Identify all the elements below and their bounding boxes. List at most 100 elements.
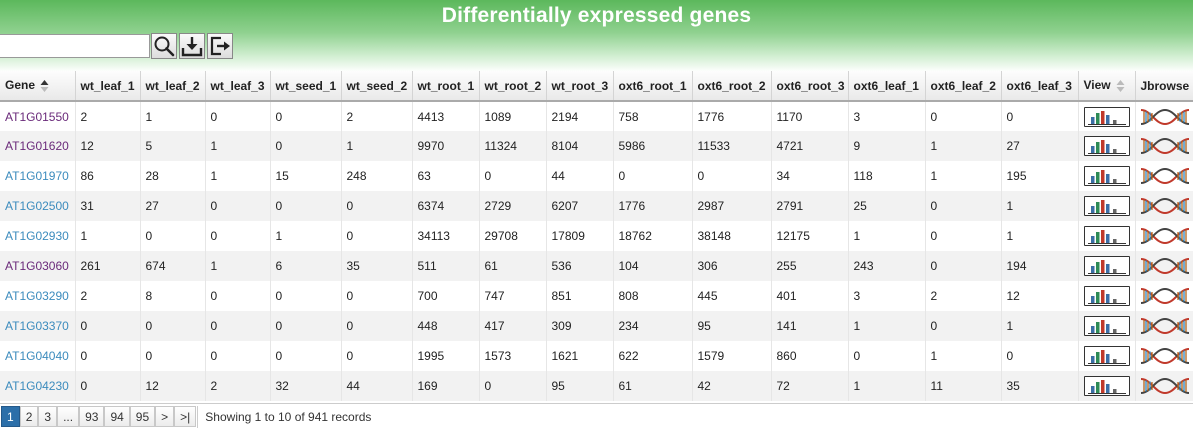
view-cell [1078, 191, 1136, 221]
bar-chart-icon[interactable] [1083, 316, 1130, 336]
view-cell [1078, 371, 1136, 401]
gene-link[interactable]: AT1G01550 [5, 109, 69, 124]
sort-arrows-icon[interactable] [40, 79, 49, 93]
sort-arrows-icon[interactable] [1116, 79, 1125, 93]
expression-value-cell: 0 [270, 131, 342, 161]
expression-value-cell: 15 [270, 161, 342, 191]
expression-value-cell: 32 [270, 371, 342, 401]
bar-chart-icon[interactable] [1083, 226, 1130, 246]
expression-value-cell: 747 [479, 281, 547, 311]
bar-chart-icon[interactable] [1083, 136, 1130, 156]
view-cell [1078, 101, 1136, 131]
column-header-wt-root-2[interactable]: wt_root_2 [479, 71, 547, 102]
expression-value-cell: 248 [341, 161, 413, 191]
column-header-wt-seed-1[interactable]: wt_seed_1 [270, 71, 342, 102]
column-header-wt-leaf-1[interactable]: wt_leaf_1 [75, 71, 141, 102]
column-header-gene[interactable]: Gene [0, 71, 76, 102]
page-button[interactable]: 3 [38, 406, 58, 427]
gene-cell: AT1G02500 [0, 191, 76, 221]
expression-value-cell: 700 [412, 281, 480, 311]
download-button[interactable] [179, 33, 205, 59]
expression-value-cell: 758 [613, 101, 693, 131]
expression-value-cell: 169 [412, 371, 480, 401]
gene-link[interactable]: AT1G03060 [5, 259, 69, 273]
expression-value-cell: 38148 [692, 221, 772, 251]
gene-link[interactable]: AT1G04230 [5, 379, 69, 393]
column-header-oxt6-leaf-2[interactable]: oxt6_leaf_2 [925, 71, 1002, 102]
records-summary: Showing 1 to 10 of 941 records [205, 409, 372, 424]
expression-value-cell: 2791 [771, 191, 849, 221]
bar-chart-icon[interactable] [1083, 256, 1130, 276]
column-header-wt-seed-2[interactable]: wt_seed_2 [341, 71, 413, 102]
expression-value-cell: 27 [1001, 131, 1079, 161]
dna-helix-icon[interactable] [1140, 346, 1189, 366]
bar-chart-icon[interactable] [1083, 196, 1130, 216]
dna-helix-icon[interactable] [1140, 107, 1189, 127]
column-header-wt-root-3[interactable]: wt_root_3 [546, 71, 614, 102]
column-header-oxt6-root-1[interactable]: oxt6_root_1 [613, 71, 693, 102]
dna-helix-icon[interactable] [1140, 376, 1189, 396]
expression-value-cell: 0 [925, 101, 1002, 131]
gene-link[interactable]: AT1G02500 [5, 199, 69, 213]
search-button[interactable] [151, 33, 177, 59]
dna-helix-icon[interactable] [1140, 256, 1189, 276]
expression-value-cell: 6 [270, 251, 342, 281]
page-button[interactable]: 2 [19, 406, 39, 427]
gene-link[interactable]: AT1G01620 [5, 139, 69, 153]
expression-value-cell: 0 [925, 191, 1002, 221]
column-header-wt-root-1[interactable]: wt_root_1 [412, 71, 480, 102]
dna-helix-icon[interactable] [1140, 316, 1189, 336]
gene-link[interactable]: AT1G01970 [5, 169, 69, 183]
export-button[interactable] [207, 33, 233, 59]
page-button[interactable]: 93 [79, 406, 105, 427]
genes-table: Gene wt_leaf_1 wt_leaf_2 wt_leaf_3 wt_se… [0, 71, 1193, 401]
page-button[interactable]: > [155, 406, 175, 427]
expression-value-cell: 536 [546, 251, 614, 281]
page-button[interactable]: >| [174, 406, 197, 427]
column-header-oxt6-root-2[interactable]: oxt6_root_2 [692, 71, 772, 102]
dna-helix-icon[interactable] [1140, 286, 1189, 306]
column-header-oxt6-root-3[interactable]: oxt6_root_3 [771, 71, 849, 102]
column-header-wt-leaf-3[interactable]: wt_leaf_3 [205, 71, 271, 102]
expression-value-cell: 104 [613, 251, 693, 281]
column-header-oxt6-leaf-3[interactable]: oxt6_leaf_3 [1001, 71, 1079, 102]
expression-value-cell: 306 [692, 251, 772, 281]
gene-link[interactable]: AT1G03370 [5, 319, 69, 333]
expression-value-cell: 25 [848, 191, 926, 221]
column-header-oxt6-leaf-1[interactable]: oxt6_leaf_1 [848, 71, 926, 102]
expression-value-cell: 0 [205, 191, 271, 221]
view-cell [1078, 281, 1136, 311]
expression-value-cell: 1170 [771, 101, 849, 131]
jbrowse-cell [1135, 221, 1193, 251]
pagination-bar: 1 2 3... 93 94 95 > >| Showing 1 to 10 of 941 r… [0, 403, 1193, 429]
expression-value-cell: 95 [692, 311, 772, 341]
page-button[interactable]: 95 [129, 406, 156, 427]
dna-helix-icon[interactable] [1140, 136, 1189, 156]
gene-link[interactable]: AT1G03290 [5, 289, 69, 303]
expression-value-cell: 0 [479, 371, 547, 401]
gene-cell: AT1G04040 [0, 341, 76, 371]
expression-value-cell: 0 [925, 311, 1002, 341]
gene-link[interactable]: AT1G04040 [5, 349, 69, 363]
bar-chart-icon[interactable] [1083, 166, 1130, 186]
dna-helix-icon[interactable] [1140, 166, 1189, 186]
bar-chart-icon[interactable] [1083, 346, 1130, 366]
column-header-wt-leaf-2[interactable]: wt_leaf_2 [140, 71, 206, 102]
gene-link[interactable]: AT1G02930 [5, 229, 69, 243]
expression-value-cell: 851 [546, 281, 614, 311]
dna-helix-icon[interactable] [1140, 226, 1189, 246]
page-button[interactable]: 1 [1, 406, 20, 427]
page-button[interactable]: ... [57, 406, 80, 427]
dna-helix-icon[interactable] [1140, 196, 1189, 216]
search-input[interactable] [0, 34, 150, 58]
expression-value-cell: 0 [341, 281, 413, 311]
column-header-view[interactable]: View [1078, 71, 1136, 102]
bar-chart-icon[interactable] [1083, 106, 1130, 127]
expression-value-cell: 243 [848, 251, 926, 281]
gene-cell: AT1G01620 [0, 131, 76, 161]
page-button[interactable]: 94 [104, 406, 130, 427]
bar-chart-icon[interactable] [1083, 286, 1130, 306]
table-row: AT1G04040 0 0 0 0 0 1995 1573 1621 622 1579 860 0 1 0 [0, 341, 1193, 371]
jbrowse-cell [1135, 131, 1193, 161]
bar-chart-icon[interactable] [1083, 376, 1130, 396]
